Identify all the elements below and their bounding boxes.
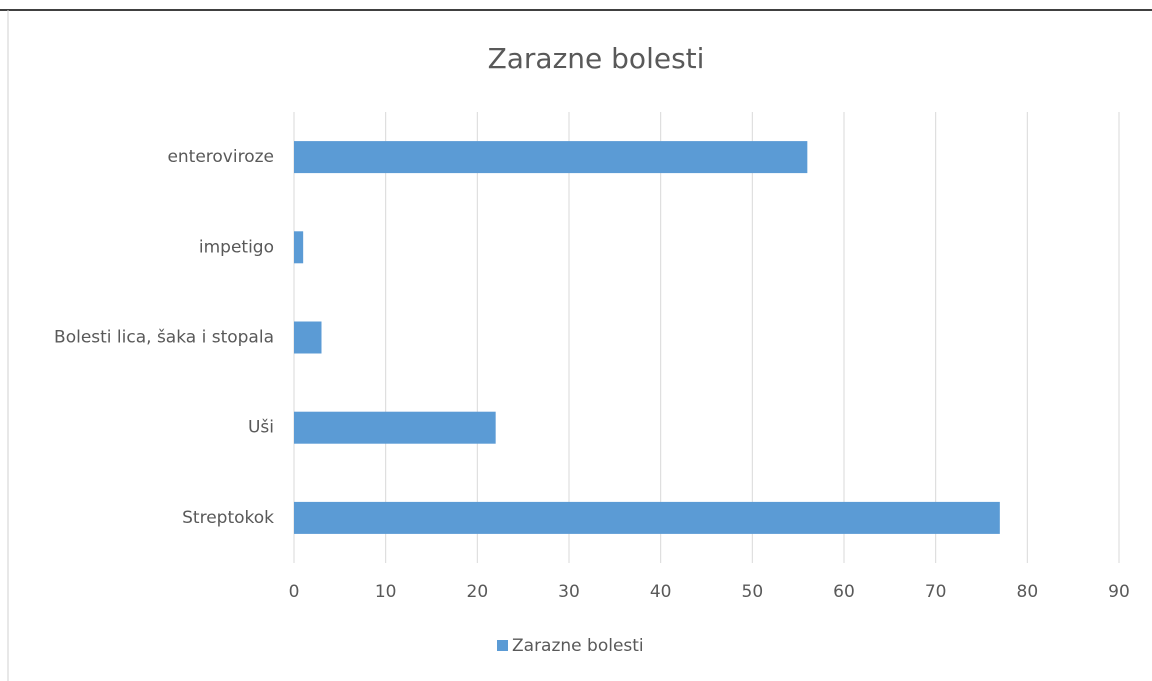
x-tick-label: 20 [467, 582, 489, 602]
y-tick-label: impetigo [199, 237, 274, 257]
bar [294, 321, 322, 354]
bar [294, 501, 1000, 534]
legend-label: Zarazne bolesti [512, 636, 644, 656]
x-tick-label: 30 [558, 582, 580, 602]
y-tick-label: enteroviroze [167, 147, 274, 167]
y-tick-label: Bolesti lica, šaka i stopala [54, 328, 274, 348]
y-tick-label: Streptokok [182, 508, 274, 528]
x-tick-label: 50 [742, 582, 764, 602]
x-tick-label: 10 [375, 582, 397, 602]
y-tick-label: Uši [248, 418, 274, 438]
bar [294, 231, 304, 264]
x-tick-label: 90 [1108, 582, 1130, 602]
x-tick-label: 0 [289, 582, 300, 602]
chart-title: Zarazne bolesti [488, 42, 705, 75]
x-tick-label: 40 [650, 582, 672, 602]
x-tick-label: 70 [925, 582, 947, 602]
legend-swatch [497, 640, 508, 651]
bar [294, 141, 808, 174]
x-tick-label: 80 [1017, 582, 1039, 602]
x-tick-label: 60 [833, 582, 855, 602]
bar [294, 411, 496, 444]
